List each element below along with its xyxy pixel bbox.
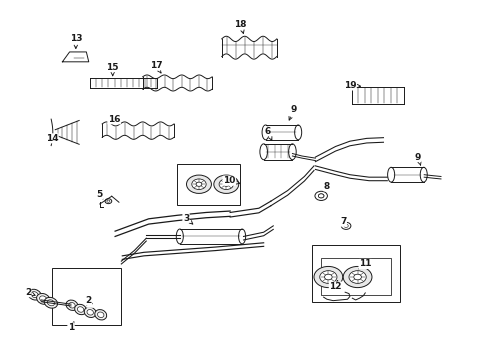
Ellipse shape <box>40 296 47 302</box>
Text: 13: 13 <box>69 34 82 49</box>
Text: 1: 1 <box>68 322 74 332</box>
Text: 15: 15 <box>106 63 119 76</box>
Circle shape <box>105 199 112 204</box>
Text: 17: 17 <box>149 61 162 73</box>
Ellipse shape <box>84 307 96 318</box>
Ellipse shape <box>69 302 75 308</box>
Text: 8: 8 <box>323 182 329 191</box>
Text: 4: 4 <box>87 298 93 307</box>
Circle shape <box>314 191 327 201</box>
Circle shape <box>213 175 238 193</box>
Text: 3: 3 <box>183 213 192 224</box>
Text: 18: 18 <box>234 19 246 33</box>
Text: 10: 10 <box>223 176 239 185</box>
Ellipse shape <box>37 293 50 304</box>
Text: 11: 11 <box>358 260 371 269</box>
Ellipse shape <box>28 289 41 300</box>
Ellipse shape <box>75 304 86 315</box>
Text: 2: 2 <box>25 288 35 297</box>
Ellipse shape <box>97 312 104 318</box>
Text: 6: 6 <box>264 127 271 140</box>
Ellipse shape <box>95 310 106 320</box>
Bar <box>177 164 239 205</box>
Text: 9: 9 <box>414 153 420 165</box>
Ellipse shape <box>66 300 78 310</box>
Ellipse shape <box>31 292 38 298</box>
Circle shape <box>191 179 206 189</box>
Circle shape <box>319 271 336 283</box>
Ellipse shape <box>44 297 58 308</box>
Circle shape <box>343 266 371 288</box>
Bar <box>321 258 390 294</box>
Circle shape <box>186 175 211 193</box>
Text: 7: 7 <box>339 217 346 226</box>
Bar <box>52 268 121 325</box>
Ellipse shape <box>87 310 93 315</box>
Ellipse shape <box>77 307 83 312</box>
Circle shape <box>313 266 342 288</box>
Text: 9: 9 <box>288 105 296 120</box>
Text: 19: 19 <box>343 81 360 90</box>
Circle shape <box>219 179 233 189</box>
Text: 2: 2 <box>85 296 92 306</box>
Bar <box>311 245 399 302</box>
Text: 5: 5 <box>97 190 103 199</box>
Text: 12: 12 <box>328 280 341 291</box>
Text: 16: 16 <box>108 115 120 124</box>
Circle shape <box>348 271 366 283</box>
Circle shape <box>341 222 350 229</box>
Text: 14: 14 <box>45 134 58 143</box>
Ellipse shape <box>47 300 54 306</box>
